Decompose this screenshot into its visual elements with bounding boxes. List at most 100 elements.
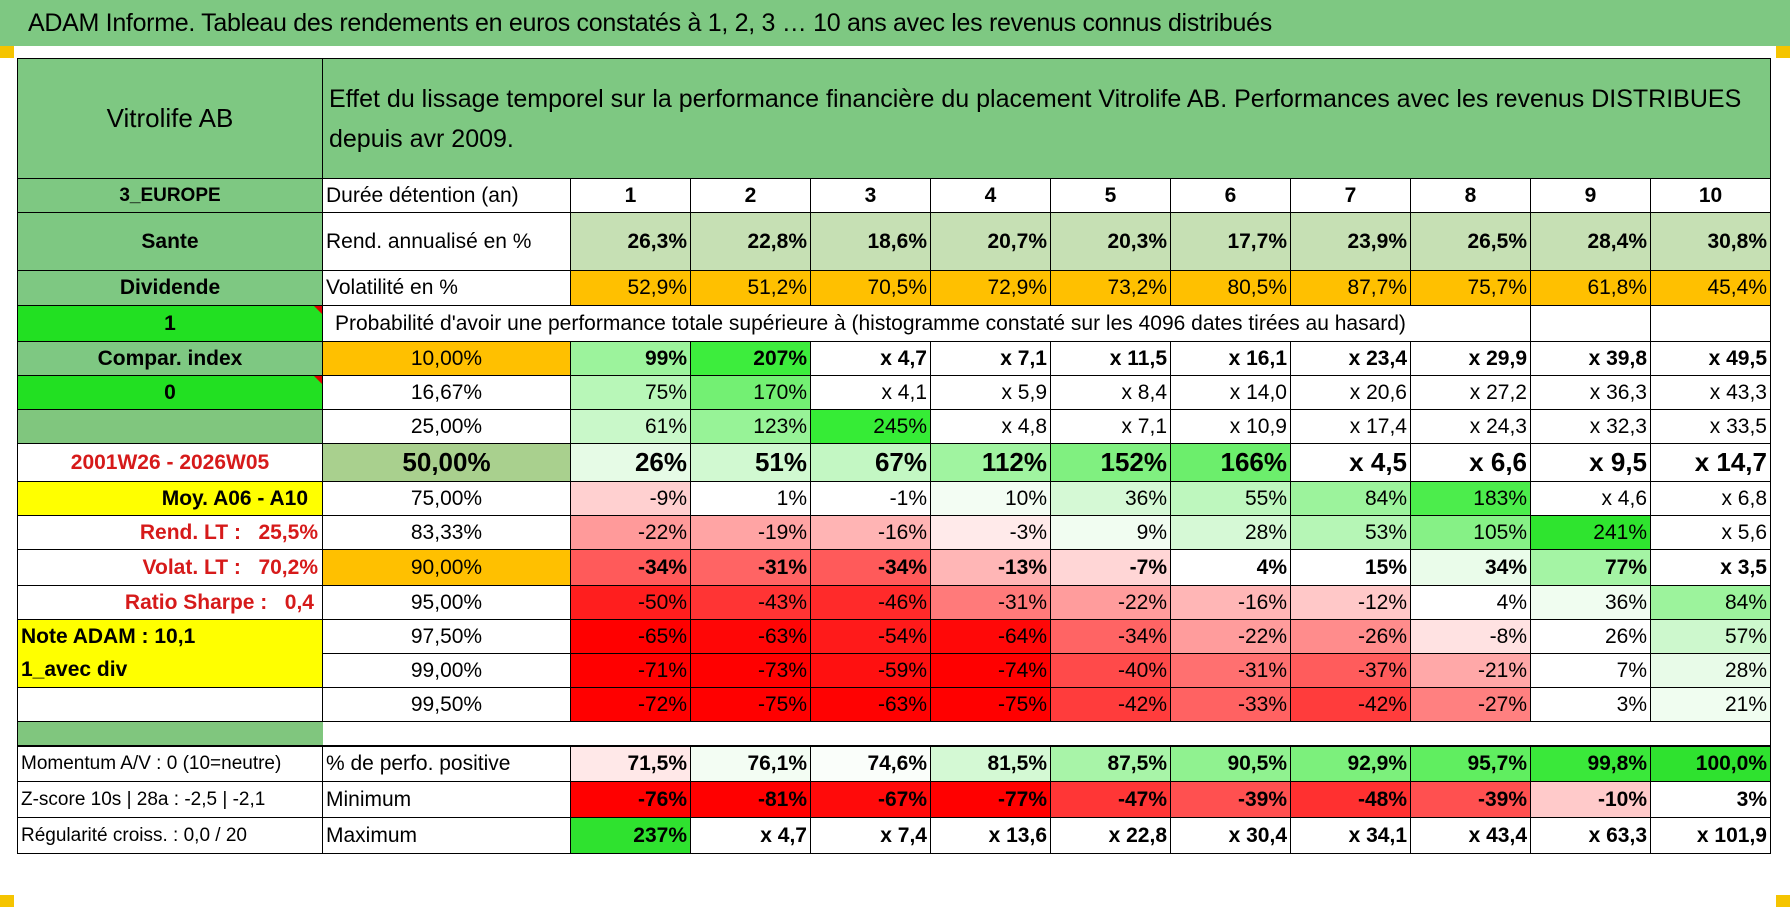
duration-label: Durée détention (an) [322, 178, 571, 213]
sharpe-cell: Ratio Sharpe : 0,4 [17, 585, 323, 620]
rend-value: 18,6% [810, 212, 931, 271]
quantile-value: x 23,4 [1290, 341, 1411, 376]
quantile-value: 245% [810, 409, 931, 444]
bottom-value: x 101,9 [1650, 817, 1771, 854]
bottom-value: x 22,8 [1050, 817, 1171, 854]
spacer-row [322, 721, 1771, 746]
corner-marker-right [1776, 46, 1790, 58]
quantile-value: x 39,8 [1530, 341, 1651, 376]
quantile-value: x 16,1 [1170, 341, 1291, 376]
corner-marker-bottom-left [0, 895, 14, 907]
bottom-value: -67% [810, 781, 931, 818]
quantile-label: 16,67% [322, 375, 571, 410]
bottom-value: 81,5% [930, 744, 1051, 782]
bottom-value: 87,5% [1050, 744, 1171, 782]
quantile-value: -74% [930, 653, 1051, 688]
quantile-value: -34% [810, 549, 931, 586]
corner-marker-bottom-right [1776, 895, 1790, 907]
quantile-value: -40% [1050, 653, 1171, 688]
volat-value: 72,9% [930, 270, 1051, 306]
quantile-value: 183% [1410, 481, 1531, 516]
quantile-value: -7% [1050, 549, 1171, 586]
quantile-value: 57% [1650, 619, 1771, 654]
quantile-label: 99,00% [322, 653, 571, 688]
avec-div-cell: 1_avec div [17, 653, 323, 688]
quantile-value: -75% [690, 687, 811, 722]
volat-value: 51,2% [690, 270, 811, 306]
quantile-value: 166% [1170, 443, 1291, 482]
rend-value: 20,7% [930, 212, 1051, 271]
zscore-cell: Z-score 10s | 28a : -2,5 | -2,1 [17, 781, 323, 818]
rend-value: 26,3% [570, 212, 691, 271]
quantile-value: 9% [1050, 515, 1171, 550]
bottom-value: -48% [1290, 781, 1411, 818]
dividend-cell: Dividende [17, 270, 323, 306]
quantile-label: 90,00% [322, 549, 571, 586]
quantile-value: 26% [570, 443, 691, 482]
quantile-value: -43% [690, 585, 811, 620]
quantile-value: -3% [930, 515, 1051, 550]
quantile-value: 55% [1170, 481, 1291, 516]
sector-cell: Sante [17, 212, 323, 271]
compar-index-cell: Compar. index [17, 341, 323, 376]
quantile-value: 36% [1050, 481, 1171, 516]
sharpe-label: Ratio Sharpe : [124, 590, 268, 614]
quantile-value: 170% [690, 375, 811, 410]
year-header: 8 [1410, 178, 1531, 213]
note-adam-cell: Note ADAM : 10,1 [17, 619, 323, 654]
rend-value: 23,9% [1290, 212, 1411, 271]
quantile-value: x 7,1 [1050, 409, 1171, 444]
quantile-value: -27% [1410, 687, 1531, 722]
rend-value: 26,5% [1410, 212, 1531, 271]
quantile-value: 77% [1530, 549, 1651, 586]
volat-lt-label: Volat. LT : [142, 555, 241, 579]
quantile-label: 99,50% [322, 687, 571, 722]
flag-zero-cell[interactable]: 0 [17, 375, 323, 410]
quantile-value: x 32,3 [1530, 409, 1651, 444]
quantile-value: x 8,4 [1050, 375, 1171, 410]
quantile-value: x 27,2 [1410, 375, 1531, 410]
quantile-value: 10% [930, 481, 1051, 516]
top-spacer [0, 46, 1790, 58]
quantile-value: x 6,6 [1410, 443, 1531, 482]
quantile-value: 3% [1530, 687, 1651, 722]
region-cell: 3_EUROPE [17, 178, 323, 213]
empty-cell [1530, 305, 1651, 342]
rend-value: 30,8% [1650, 212, 1771, 271]
quantile-label: 75,00% [322, 481, 571, 516]
quantile-value: -65% [570, 619, 691, 654]
regularite-cell: Régularité croiss. : 0,0 / 20 [17, 817, 323, 854]
quantile-label: 50,00% [322, 443, 571, 482]
volat-value: 45,4% [1650, 270, 1771, 306]
quantile-value: x 6,8 [1650, 481, 1771, 516]
quantile-value: x 14,0 [1170, 375, 1291, 410]
quantile-value: x 9,5 [1530, 443, 1651, 482]
quantile-value: x 29,9 [1410, 341, 1531, 376]
bottom-value: x 13,6 [930, 817, 1051, 854]
quantile-value: x 43,3 [1650, 375, 1771, 410]
quantile-value: x 11,5 [1050, 341, 1171, 376]
flag-one-cell[interactable]: 1 [17, 305, 323, 342]
quantile-label: 97,50% [322, 619, 571, 654]
empty-green-cell [17, 409, 323, 444]
bottom-value: -39% [1410, 781, 1531, 818]
quantile-value: -46% [810, 585, 931, 620]
performance-table: Vitrolife AB Effet du lissage temporel s… [17, 58, 1771, 854]
volat-lt-value: 70,2% [258, 555, 318, 579]
quantile-value: x 17,4 [1290, 409, 1411, 444]
quantile-value: x 4,7 [810, 341, 931, 376]
quantile-value: 51% [690, 443, 811, 482]
quantile-value: 84% [1650, 585, 1771, 620]
volat-lt-cell: Volat. LT : 70,2% [17, 549, 323, 586]
quantile-value: x 4,5 [1290, 443, 1411, 482]
quantile-value: -31% [930, 585, 1051, 620]
volat-label: Volatilité en % [322, 270, 571, 306]
quantile-value: x 5,6 [1650, 515, 1771, 550]
quantile-value: 34% [1410, 549, 1531, 586]
bottom-value: 74,6% [810, 744, 931, 782]
year-header: 2 [690, 178, 811, 213]
bottom-value: 3% [1650, 781, 1771, 818]
quantile-value: x 20,6 [1290, 375, 1411, 410]
quantile-value: -37% [1290, 653, 1411, 688]
quantile-value: -12% [1290, 585, 1411, 620]
